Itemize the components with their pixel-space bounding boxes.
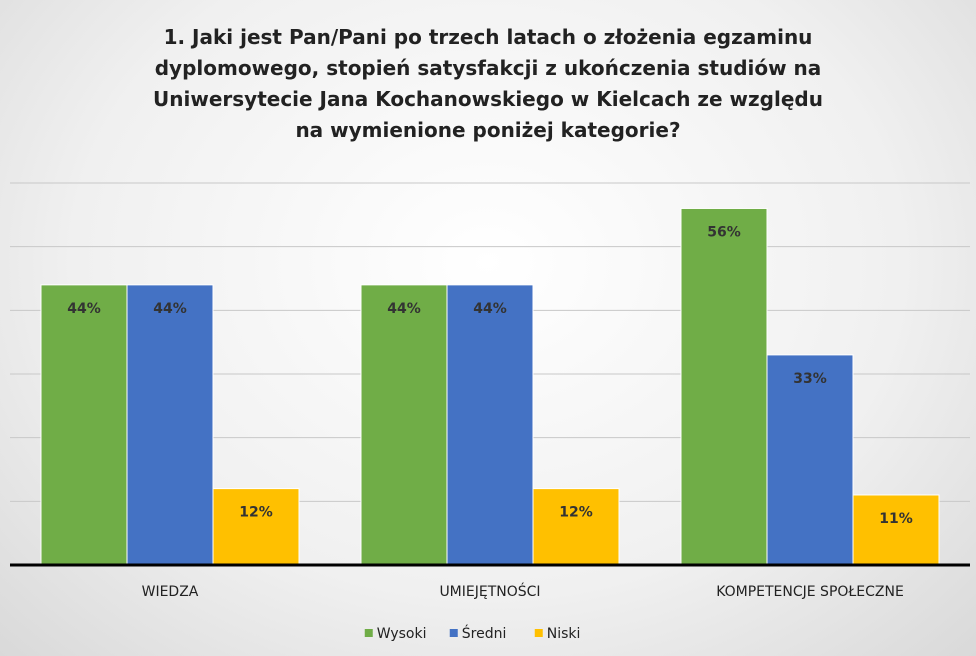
- chart-title: 1. Jaki jest Pan/Pani po trzech latach o…: [153, 25, 823, 142]
- bar: [126, 284, 214, 566]
- legend-swatch: [364, 629, 373, 637]
- bar: [852, 494, 940, 566]
- bar: [40, 284, 128, 566]
- legend-swatch: [449, 629, 458, 637]
- bar: [680, 207, 768, 566]
- bar: [446, 284, 534, 566]
- x-tick-label: KOMPETENCJE SPOŁECZNE: [716, 584, 904, 600]
- data-label: 44%: [67, 301, 101, 317]
- x-tick-label: UMIEJĘTNOŚCI: [439, 582, 540, 600]
- bar: [360, 284, 448, 566]
- data-label: 33%: [793, 371, 827, 387]
- legend-label: Wysoki: [377, 626, 427, 642]
- data-label: 11%: [879, 511, 913, 527]
- data-label: 44%: [153, 301, 187, 317]
- bar: [766, 354, 854, 566]
- data-label: 12%: [559, 505, 593, 521]
- data-label: 56%: [707, 224, 741, 240]
- data-label: 44%: [473, 301, 507, 317]
- bar: [212, 488, 300, 566]
- legend-swatch: [534, 629, 543, 637]
- data-label: 44%: [387, 301, 421, 317]
- x-tick-label: WIEDZA: [142, 584, 199, 600]
- legend-label: Średni: [462, 624, 507, 642]
- data-label: 12%: [239, 505, 273, 521]
- legend-label: Niski: [547, 626, 581, 642]
- bar: [532, 488, 620, 566]
